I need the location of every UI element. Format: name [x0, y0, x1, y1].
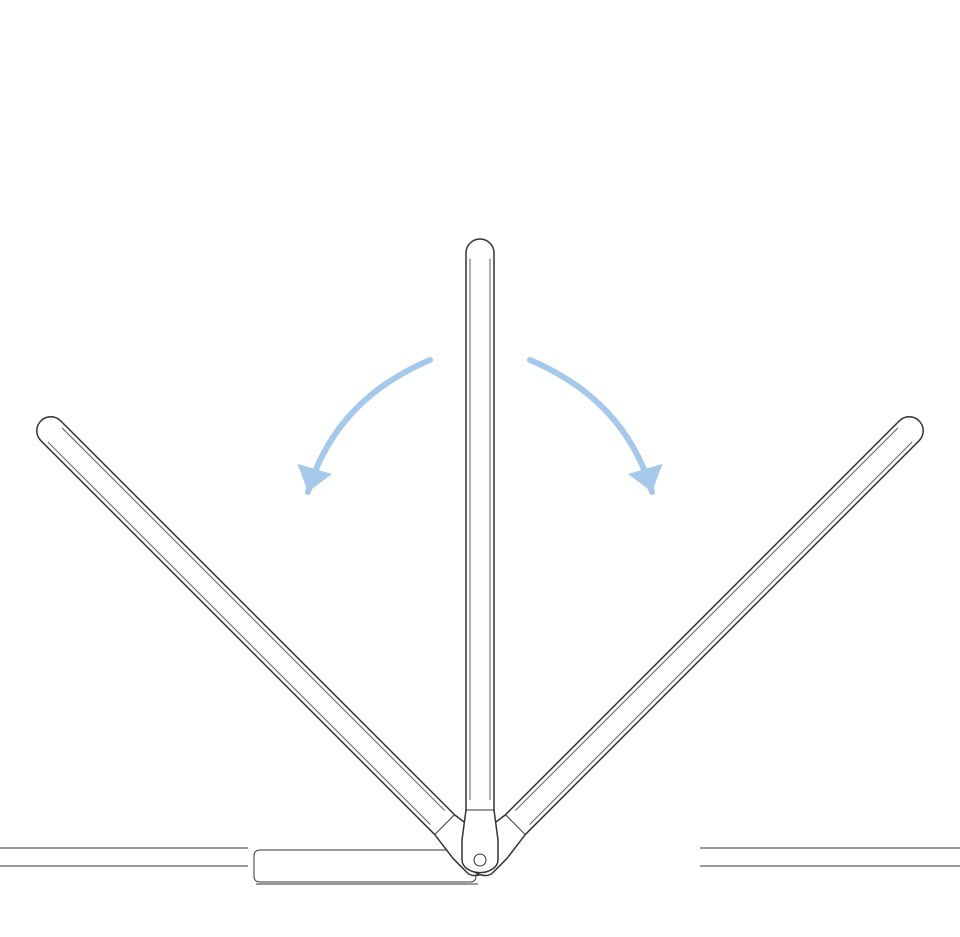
antenna-diagram	[0, 0, 960, 937]
antenna-position	[462, 239, 498, 873]
canvas: Rotatable Antennas Rotatable antennas, a…	[0, 0, 960, 937]
